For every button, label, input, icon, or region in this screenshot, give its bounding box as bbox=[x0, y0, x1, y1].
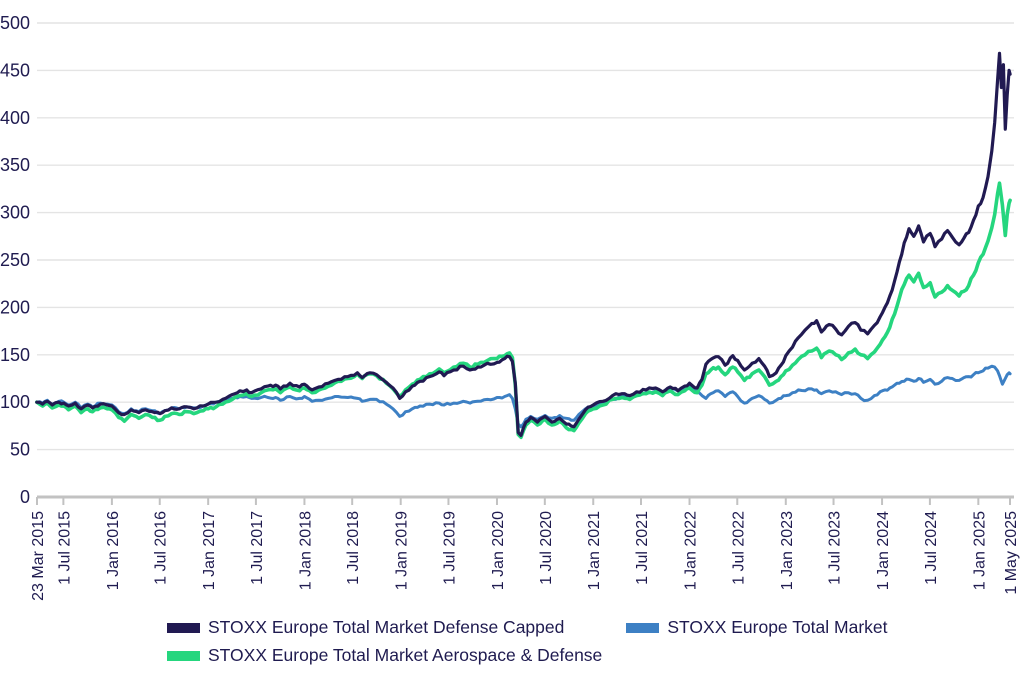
x-axis-label: 1 Jul 2018 bbox=[345, 511, 362, 585]
legend-row-2: STOXX Europe Total Market Aerospace & De… bbox=[167, 645, 1024, 666]
y-axis-label: 150 bbox=[0, 345, 30, 365]
x-axis-label: 1 Jul 2017 bbox=[249, 511, 266, 585]
y-axis-label: 450 bbox=[0, 60, 30, 80]
legend-item-defense-capped: STOXX Europe Total Market Defense Capped bbox=[167, 617, 565, 637]
x-axis-label: 1 Jan 2020 bbox=[490, 511, 507, 590]
x-axis-label: 1 Jan 2025 bbox=[971, 511, 988, 590]
x-axis-label: 1 Jan 2018 bbox=[297, 511, 314, 590]
x-axis-label: 1 Jul 2019 bbox=[441, 511, 458, 585]
legend-label-defense-capped: STOXX Europe Total Market Defense Capped bbox=[208, 617, 565, 637]
y-axis-label: 50 bbox=[10, 440, 30, 460]
series-line-stoxx-europe-total-market-aerospace-defense bbox=[35, 181, 1012, 440]
x-axis-label: 1 Jul 2022 bbox=[730, 511, 747, 585]
legend-label-total-market: STOXX Europe Total Market bbox=[667, 617, 888, 637]
y-axis-label: 0 bbox=[20, 487, 30, 507]
legend-swatch-blue bbox=[626, 622, 660, 633]
x-axis-label: 1 Jul 2020 bbox=[538, 511, 555, 585]
y-axis-label: 500 bbox=[0, 13, 30, 33]
x-axis-label: 1 Jul 2023 bbox=[827, 511, 844, 585]
legend-label-aerospace-defense: STOXX Europe Total Market Aerospace & De… bbox=[208, 645, 603, 666]
legend-row-1: STOXX Europe Total Market Defense Capped… bbox=[167, 617, 1024, 637]
x-axis-label: 1 Jan 2022 bbox=[683, 511, 700, 590]
x-axis-label: 1 Jul 2016 bbox=[153, 511, 170, 585]
series-line-stoxx-europe-total-market-defense-capped bbox=[35, 51, 1012, 437]
chart-plot-area: 0 50 100 150 200 250 300 350 400 450 500 23 Mar 201… bbox=[0, 13, 1020, 601]
x-axis-label: 1 Jul 2015 bbox=[56, 511, 73, 585]
y-axis-label: 300 bbox=[0, 203, 30, 223]
x-axis-label: 1 Jul 2021 bbox=[634, 511, 651, 585]
y-axis-label: 400 bbox=[0, 108, 30, 128]
y-axis-label: 250 bbox=[0, 250, 30, 270]
x-axis-label: 23 Mar 2015 bbox=[30, 511, 47, 601]
y-axis-label: 350 bbox=[0, 155, 30, 175]
x-axis-label: 1 Jul 2024 bbox=[923, 511, 940, 585]
x-axis-label: 1 Jan 2017 bbox=[201, 511, 218, 590]
x-axis-label: 1 Jan 2023 bbox=[779, 511, 796, 590]
legend-item-aerospace-defense: STOXX Europe Total Market Aerospace & De… bbox=[167, 645, 603, 666]
x-axis-label: 1 Jan 2024 bbox=[875, 511, 892, 590]
y-axis-label: 200 bbox=[0, 297, 30, 317]
x-axis-label: 1 Jan 2016 bbox=[105, 511, 122, 590]
legend-swatch-green bbox=[167, 650, 200, 661]
series-line-stoxx-europe-total-market bbox=[35, 364, 1012, 429]
legend-item-total-market: STOXX Europe Total Market bbox=[626, 617, 888, 637]
chart-legend: STOXX Europe Total Market Defense Capped… bbox=[167, 617, 1024, 666]
x-axis-label: 1 Jan 2021 bbox=[586, 511, 603, 590]
legend-swatch-navy bbox=[167, 622, 200, 633]
x-axis-label: 1 Jan 2019 bbox=[394, 511, 411, 590]
x-axis-label: 1 May 2025 bbox=[1003, 511, 1020, 595]
y-axis-label: 100 bbox=[0, 392, 30, 412]
